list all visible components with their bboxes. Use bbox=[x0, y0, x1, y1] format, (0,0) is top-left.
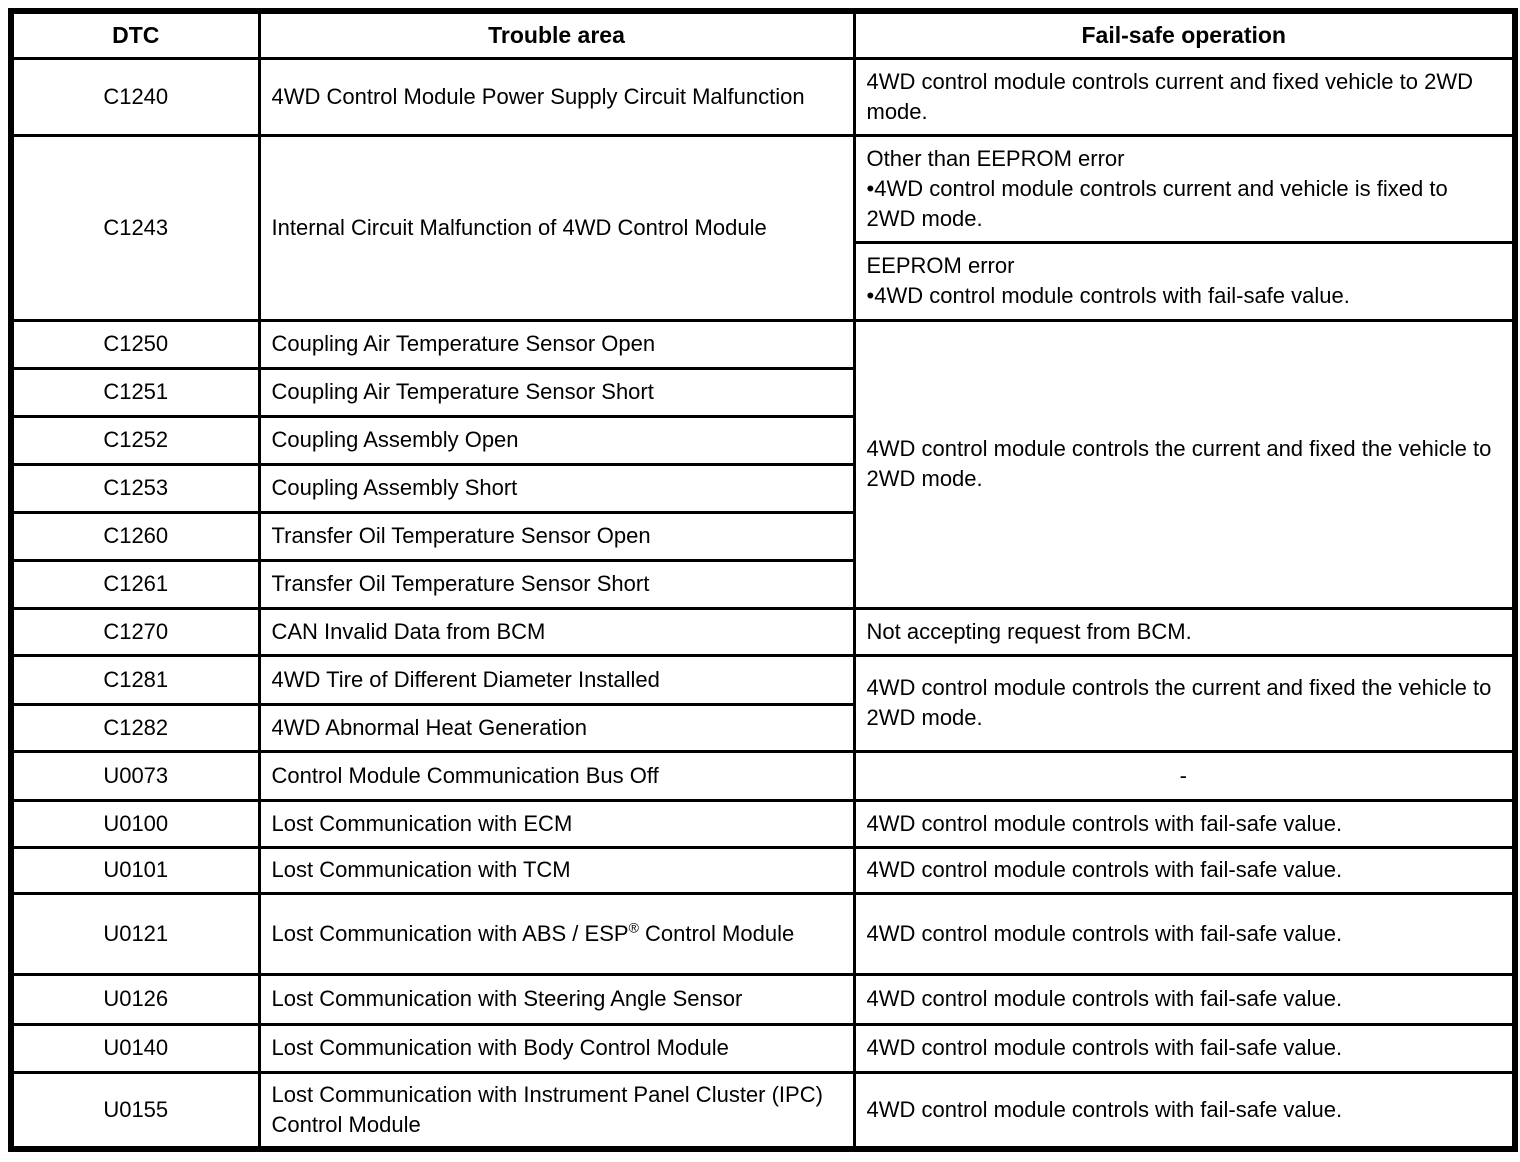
failsafe-cell-merged: 4WD control module controls the current … bbox=[852, 653, 1517, 753]
dtc-cell: U0140 bbox=[9, 1022, 261, 1074]
table-row-c1252: C1252 Coupling Assembly Open bbox=[9, 414, 1515, 466]
trouble-cell: Lost Communication with Steering Angle S… bbox=[257, 972, 856, 1026]
failsafe-cell-merged: 4WD control module controls the current … bbox=[852, 318, 1517, 610]
header-trouble-area: Trouble area bbox=[257, 9, 856, 60]
dtc-cell: C1253 bbox=[9, 462, 261, 514]
failsafe-condition-detail: •4WD control module controls with fail-s… bbox=[866, 283, 1350, 308]
table-row-c1250: C1250 Coupling Air Temperature Sensor Op… bbox=[9, 318, 1517, 610]
failsafe-cell: - bbox=[852, 749, 1517, 802]
dtc-cell: U0155 bbox=[9, 1070, 261, 1151]
dtc-cell: C1260 bbox=[9, 510, 261, 562]
failsafe-cell: EEPROM error •4WD control module control… bbox=[852, 240, 1517, 322]
trouble-cell: Control Module Communication Bus Off bbox=[257, 749, 856, 802]
dtc-cell: C1251 bbox=[9, 366, 261, 418]
failsafe-condition-title: EEPROM error bbox=[866, 253, 1015, 278]
trouble-cell: Internal Circuit Malfunction of 4WD Cont… bbox=[257, 133, 856, 322]
dtc-cell: C1240 bbox=[9, 56, 261, 137]
trouble-cell: Transfer Oil Temperature Sensor Open bbox=[257, 510, 856, 562]
trouble-cell: 4WD Control Module Power Supply Circuit … bbox=[257, 56, 856, 137]
dtc-cell: U0100 bbox=[9, 798, 261, 849]
failsafe-cell: 4WD control module controls current and … bbox=[852, 56, 1517, 137]
trouble-cell: Lost Communication with Body Control Mod… bbox=[257, 1022, 856, 1074]
header-dtc: DTC bbox=[9, 9, 261, 60]
dtc-cell: C1282 bbox=[9, 702, 261, 753]
trouble-cell: Transfer Oil Temperature Sensor Short bbox=[257, 558, 856, 610]
failsafe-cell: Other than EEPROM error •4WD control mod… bbox=[852, 133, 1517, 244]
failsafe-cell: 4WD control module controls with fail-sa… bbox=[852, 1022, 1517, 1074]
trouble-text-pre: Lost Communication with ABS / ESP bbox=[271, 920, 629, 946]
registered-trademark-symbol: ® bbox=[628, 919, 639, 936]
dtc-cell: U0121 bbox=[9, 891, 261, 976]
trouble-cell: Lost Communication with TCM bbox=[257, 845, 856, 895]
table-row-c1251: C1251 Coupling Air Temperature Sensor Sh… bbox=[9, 366, 1515, 418]
trouble-text-post: Control Module bbox=[638, 920, 795, 946]
dtc-cell: C1281 bbox=[9, 653, 261, 706]
trouble-cell: Coupling Assembly Short bbox=[257, 462, 856, 514]
dtc-cell: U0126 bbox=[9, 972, 261, 1026]
table-row-u0101: U0101 Lost Communication with TCM 4WD co… bbox=[9, 845, 1517, 895]
trouble-cell: 4WD Tire of Different Diameter Installed bbox=[257, 653, 856, 706]
table-row-u0155: U0155 Lost Communication with Instrument… bbox=[9, 1070, 1517, 1151]
dtc-cell: C1270 bbox=[9, 606, 261, 657]
trouble-cell: Coupling Air Temperature Sensor Short bbox=[257, 366, 856, 418]
table-row-c1243-other: C1243 Internal Circuit Malfunction of 4W… bbox=[9, 133, 1517, 322]
table-row-c1260: C1260 Transfer Oil Temperature Sensor Op… bbox=[9, 510, 1515, 562]
table-row-c1261: C1261 Transfer Oil Temperature Sensor Sh… bbox=[9, 558, 1515, 610]
table-row-c1240: C1240 4WD Control Module Power Supply Ci… bbox=[9, 56, 1517, 137]
dtc-cell: C1243 bbox=[9, 133, 261, 322]
table-row-c1253: C1253 Coupling Assembly Short bbox=[9, 462, 1515, 514]
table-row-c1282: C1282 4WD Abnormal Heat Generation bbox=[9, 702, 1515, 753]
trouble-cell: Lost Communication with ECM bbox=[257, 798, 856, 849]
trouble-cell: Coupling Air Temperature Sensor Open bbox=[257, 318, 856, 370]
table-row-u0121: U0121 Lost Communication with ABS / ESP®… bbox=[9, 891, 1517, 976]
table-row-u0073: U0073 Control Module Communication Bus O… bbox=[9, 749, 1517, 802]
header-fail-safe-operation: Fail-safe operation bbox=[852, 9, 1517, 60]
dtc-cell: C1261 bbox=[9, 558, 261, 610]
table-row-c1281: C1281 4WD Tire of Different Diameter Ins… bbox=[9, 653, 1517, 753]
table-row-c1243-eeprom: EEPROM error •4WD control module control… bbox=[11, 240, 1517, 322]
failsafe-cell: Not accepting request from BCM. bbox=[852, 606, 1517, 657]
failsafe-condition-detail: •4WD control module controls current and… bbox=[866, 175, 1448, 231]
failsafe-cell: 4WD control module controls with fail-sa… bbox=[852, 798, 1517, 849]
dtc-fail-safe-table: DTC Trouble area Fail-safe operation C12… bbox=[8, 8, 1518, 1152]
dtc-cell: C1250 bbox=[9, 318, 261, 370]
dtc-cell: C1252 bbox=[9, 414, 261, 466]
table-header-row: DTC Trouble area Fail-safe operation bbox=[9, 9, 1517, 60]
dtc-cell: U0101 bbox=[9, 845, 261, 895]
trouble-cell: 4WD Abnormal Heat Generation bbox=[257, 702, 856, 753]
failsafe-condition-title: Other than EEPROM error bbox=[866, 145, 1125, 171]
dtc-cell: U0073 bbox=[9, 749, 261, 802]
failsafe-cell: 4WD control module controls with fail-sa… bbox=[852, 845, 1517, 895]
table-row-u0100: U0100 Lost Communication with ECM 4WD co… bbox=[9, 798, 1517, 849]
trouble-cell: Lost Communication with Instrument Panel… bbox=[257, 1070, 856, 1151]
table-row-u0140: U0140 Lost Communication with Body Contr… bbox=[9, 1022, 1517, 1074]
table-row-u0126: U0126 Lost Communication with Steering A… bbox=[9, 972, 1517, 1026]
table-row-c1270: C1270 CAN Invalid Data from BCM Not acce… bbox=[9, 606, 1517, 657]
trouble-cell: Coupling Assembly Open bbox=[257, 414, 856, 466]
failsafe-cell: 4WD control module controls with fail-sa… bbox=[852, 891, 1517, 976]
trouble-cell: Lost Communication with ABS / ESP® Contr… bbox=[257, 891, 856, 976]
failsafe-cell: 4WD control module controls with fail-sa… bbox=[852, 1070, 1517, 1151]
failsafe-cell: 4WD control module controls with fail-sa… bbox=[852, 972, 1517, 1026]
trouble-cell: CAN Invalid Data from BCM bbox=[257, 606, 856, 657]
